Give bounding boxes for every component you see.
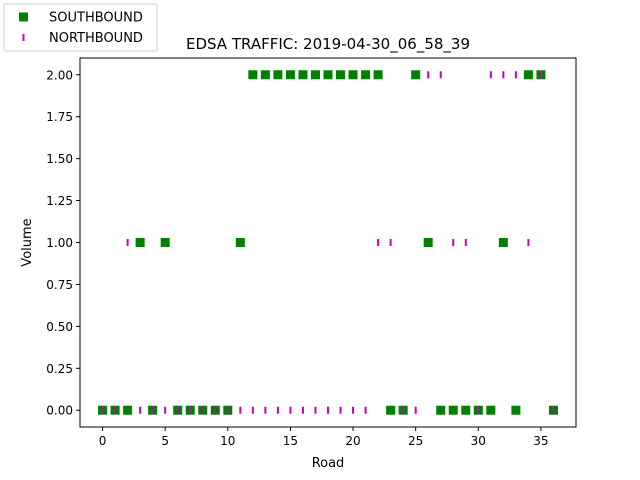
x-tick-label: 15 <box>283 434 298 448</box>
y-tick-label: 1.50 <box>46 152 73 166</box>
southbound-point <box>310 70 320 80</box>
y-tick-label: 0.00 <box>46 404 73 418</box>
southbound-point <box>486 405 496 415</box>
southbound-point <box>123 405 133 415</box>
y-tick-label: 1.75 <box>46 110 73 124</box>
x-tick-label: 35 <box>533 434 548 448</box>
southbound-point <box>160 238 170 247</box>
x-tick-label: 10 <box>220 434 235 448</box>
legend: SOUTHBOUND NORTHBOUND <box>3 3 158 52</box>
y-axis: 0.00 0.25 0.50 0.75 1.00 1.25 1.50 1.75 2.00 <box>46 68 80 418</box>
southbound-point <box>348 70 358 80</box>
y-tick-label: 0.25 <box>46 362 73 376</box>
southbound-point <box>511 405 521 415</box>
southbound-point <box>336 70 346 80</box>
southbound-point <box>298 70 308 80</box>
southbound-point <box>436 405 446 415</box>
y-tick-label: 1.25 <box>46 194 73 208</box>
plot-area <box>98 70 558 415</box>
y-tick-label: 0.50 <box>46 320 73 334</box>
southbound-point <box>135 238 145 247</box>
x-tick-label: 20 <box>345 434 360 448</box>
x-tick-label: 30 <box>471 434 486 448</box>
southbound-point <box>411 70 421 80</box>
legend-southbound-marker <box>19 12 28 22</box>
southbound-point <box>448 405 458 415</box>
southbound-point <box>285 70 295 80</box>
x-tick-label: 0 <box>99 434 107 448</box>
legend-frame <box>3 3 158 52</box>
x-tick-label: 5 <box>161 434 169 448</box>
x-axis-label: Road <box>312 456 345 471</box>
southbound-point <box>235 238 245 247</box>
y-tick-label: 1.00 <box>46 236 73 250</box>
x-axis: 0 5 10 15 20 25 30 35 <box>99 427 549 448</box>
southbound-point <box>523 70 533 80</box>
y-tick-label: 2.00 <box>46 68 73 82</box>
southbound-point <box>260 70 270 80</box>
legend-northbound-label: NORTHBOUND <box>49 31 143 46</box>
southbound-point <box>248 70 258 80</box>
southbound-point <box>423 238 433 247</box>
x-tick-label: 25 <box>408 434 423 448</box>
southbound-point <box>323 70 333 80</box>
southbound-point <box>498 238 508 247</box>
chart-title: EDSA TRAFFIC: 2019-04-30_06_58_39 <box>186 35 470 54</box>
y-tick-label: 0.75 <box>46 278 73 292</box>
southbound-point <box>386 405 396 415</box>
southbound-point <box>361 70 371 80</box>
legend-southbound-label: SOUTHBOUND <box>49 11 143 26</box>
southbound-point <box>461 405 471 415</box>
southbound-point <box>373 70 383 80</box>
y-axis-label: Volume <box>20 218 35 266</box>
southbound-point <box>273 70 283 80</box>
